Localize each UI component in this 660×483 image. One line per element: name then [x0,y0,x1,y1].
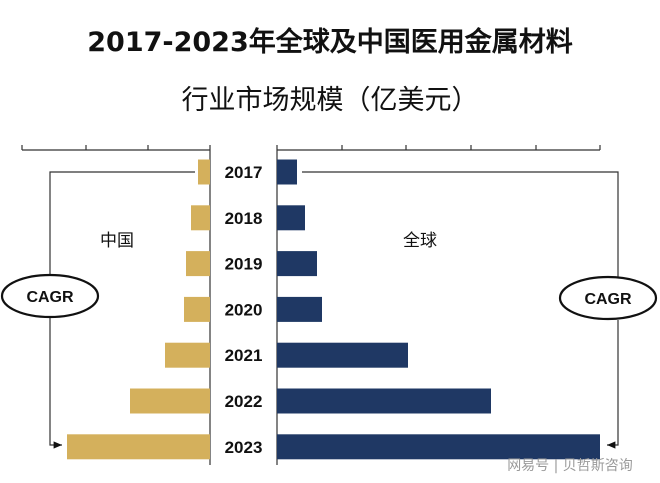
year-label: 2023 [225,438,263,457]
right-axis [276,145,601,465]
year-label: 2019 [225,255,263,274]
bar-china-2023 [67,434,210,460]
bar-global-2023 [277,434,600,460]
cagr-connector-right [302,171,619,449]
watermark: 网易号 | 贝哲斯咨询 [507,458,633,474]
bar-china-2020 [184,296,210,322]
chart-title-line1: 2017-2023年全球及中国医用金属材料 [87,27,573,58]
year-label: 2017 [225,163,263,182]
cagr-label-left: CAGR [26,289,74,306]
bar-global-2022 [277,388,491,414]
bar-global-2018 [277,205,305,231]
bar-china-2022 [130,388,210,414]
series-label-china: 中国 [100,231,134,251]
cagr-ellipse-left [0,273,100,319]
bar-global-2019 [277,251,317,277]
year-label: 2021 [225,346,263,365]
year-labels: 2017 2018 2019 2020 2021 2022 2023 [225,163,263,457]
cagr-label-right: CAGR [584,291,632,308]
bar-china-2021 [165,342,210,368]
year-label: 2020 [225,300,263,319]
cagr-connector-left [49,171,195,449]
bar-china-2018 [191,205,210,231]
bar-china-2017 [198,159,210,185]
year-label: 2022 [225,392,263,411]
bar-global-2017 [277,159,297,185]
bar-global-2021 [277,342,408,368]
series-label-global: 全球 [403,231,437,251]
year-label: 2018 [225,209,263,228]
chart-title-line2: 行业市场规模（亿美元） [181,85,479,116]
bars-group [67,159,600,460]
bar-global-2020 [277,296,322,322]
cagr-ellipse-right [558,275,658,321]
bar-china-2019 [186,251,210,277]
